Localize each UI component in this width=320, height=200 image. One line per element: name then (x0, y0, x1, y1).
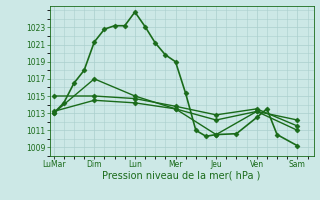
X-axis label: Pression niveau de la mer( hPa ): Pression niveau de la mer( hPa ) (102, 171, 261, 181)
